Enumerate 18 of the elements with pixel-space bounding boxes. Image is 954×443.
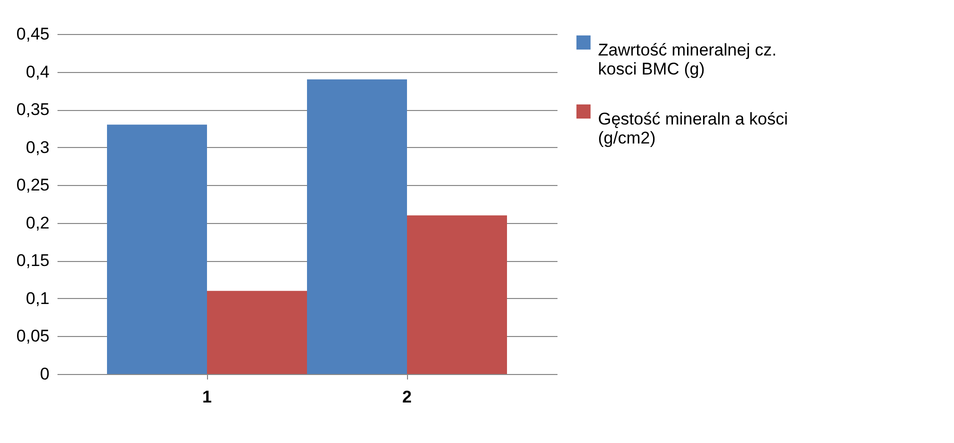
- x-tick-label: 1: [202, 388, 212, 406]
- y-tick-label: 0,15: [16, 251, 50, 270]
- legend-label: Gęstość mineraln a kości (g/cm2): [598, 110, 788, 148]
- legend-label: Zawrtość mineralnej cz. kosci BMC (g): [598, 40, 777, 78]
- y-tick-label: 0: [40, 364, 50, 384]
- bar: [307, 79, 407, 374]
- x-tick-label: 2: [402, 388, 412, 406]
- bar: [107, 124, 207, 374]
- y-tick-label: 0,3: [26, 138, 50, 157]
- y-tick-label: 0,25: [16, 176, 50, 195]
- y-tick-label: 0,35: [16, 100, 50, 120]
- y-tick-label: 0,45: [16, 24, 50, 44]
- y-tick-label: 0,2: [26, 213, 50, 232]
- bar: [407, 215, 507, 374]
- bar: [207, 290, 307, 374]
- y-tick-label: 0,1: [26, 288, 50, 308]
- y-tick-label: 0,4: [26, 62, 50, 82]
- y-tick-label: 0,05: [16, 326, 50, 346]
